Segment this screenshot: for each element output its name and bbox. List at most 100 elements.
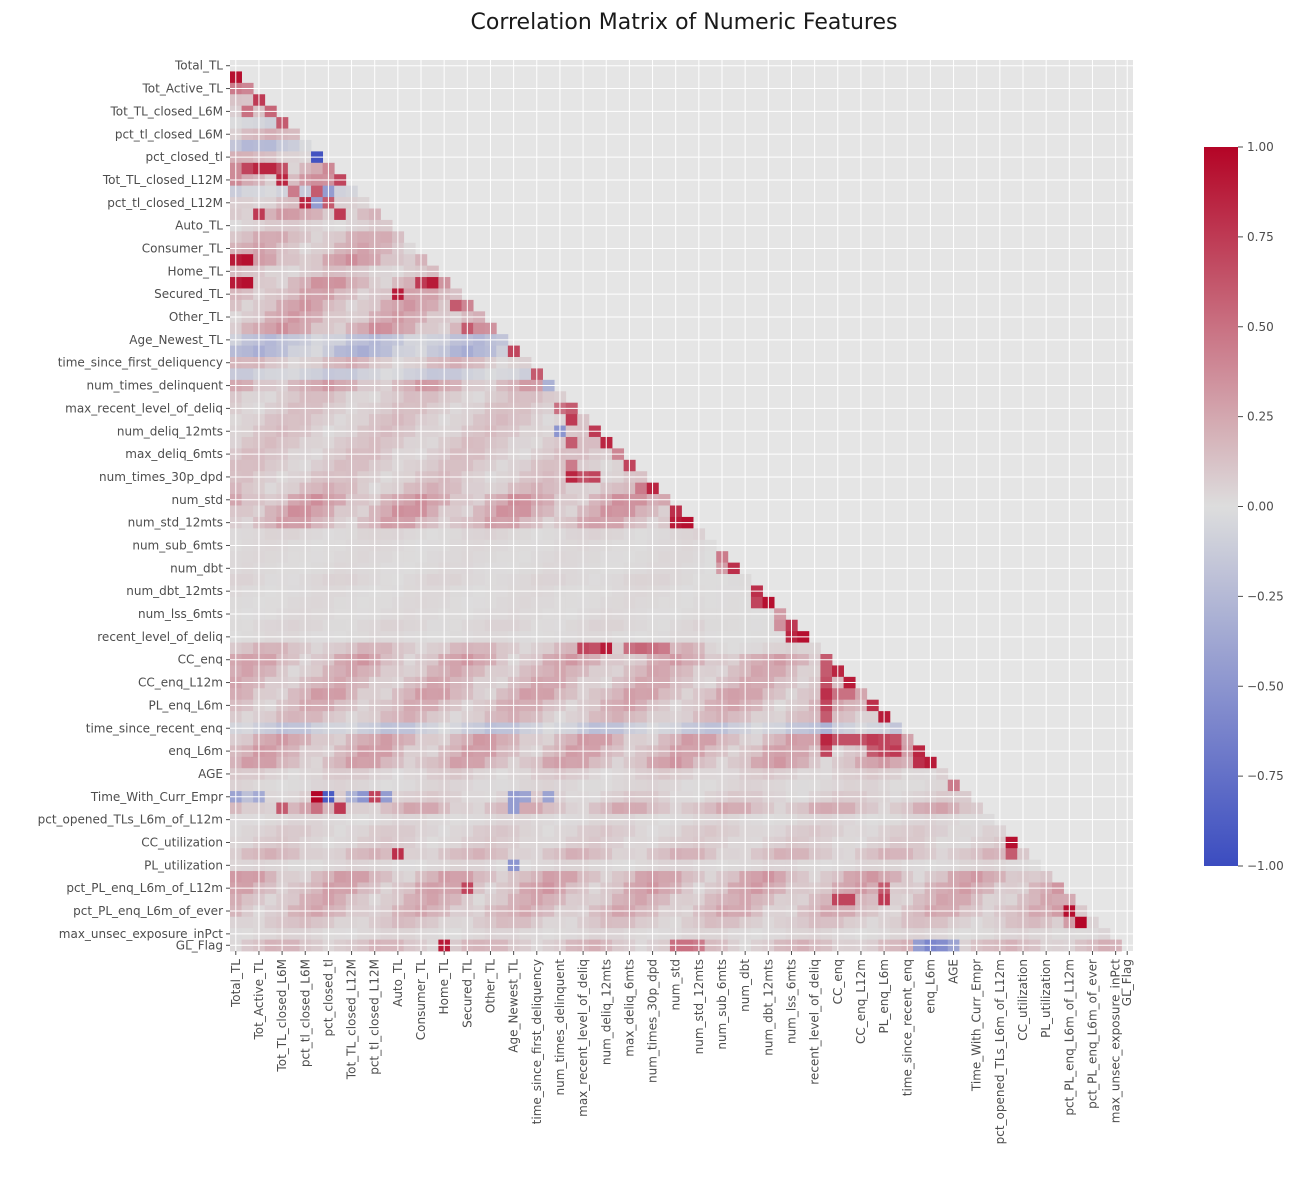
heatmap-cell: [449, 825, 462, 838]
heatmap-cell: [426, 825, 439, 838]
y-tick-label: CC_utilization: [141, 835, 223, 849]
heatmap-cell: [264, 482, 277, 495]
y-tick-label: num_std: [172, 493, 223, 507]
heatmap-cell: [565, 779, 578, 792]
heatmap-cell: [750, 825, 763, 838]
heatmap-cell: [727, 733, 740, 746]
heatmap-cell: [542, 711, 555, 723]
heatmap-cell: [403, 551, 416, 564]
heatmap-cell: [357, 459, 370, 472]
heatmap-cell: [681, 688, 694, 701]
heatmap-cell: [750, 871, 763, 883]
heatmap-cell: [750, 802, 763, 815]
heatmap-cell: [403, 254, 416, 267]
heatmap-cell: [403, 916, 416, 929]
heatmap-cell: [380, 436, 393, 449]
heatmap-cell: [635, 825, 648, 838]
y-tick-label: GL_Flag: [176, 938, 223, 952]
heatmap-cell: [612, 893, 625, 906]
heatmap-cell: [241, 642, 254, 655]
heatmap-cell: [681, 551, 694, 564]
heatmap-cell: [380, 596, 393, 609]
heatmap-cell: [727, 893, 740, 906]
heatmap-cell: [264, 688, 277, 701]
y-tick-label: Secured_TL: [154, 287, 223, 301]
heatmap-cell: [889, 916, 902, 929]
colorbar-tick-label: 1.00: [1247, 140, 1274, 154]
heatmap-cell: [750, 619, 763, 632]
heatmap-cell: [357, 254, 370, 267]
y-tick-label: Tot_TL_closed_L12M: [102, 173, 223, 187]
heatmap-cell: [658, 871, 671, 883]
heatmap-cell: [936, 893, 949, 906]
heatmap-cell: [334, 893, 347, 906]
heatmap-cell: [334, 825, 347, 838]
y-tick-label: Auto_TL: [175, 219, 223, 233]
heatmap-cell: [241, 733, 254, 746]
heatmap-cell: [658, 528, 671, 541]
heatmap-cell: [241, 391, 254, 404]
heatmap-cell: [241, 916, 254, 929]
heatmap-cell: [681, 528, 694, 541]
heatmap-cell: [449, 299, 462, 312]
heatmap-cell: [264, 916, 277, 929]
heatmap-cell: [542, 665, 555, 678]
colorbar-tick-label: 0.75: [1247, 230, 1274, 244]
heatmap-cell: [542, 825, 555, 838]
heatmap-cell: [635, 596, 648, 609]
heatmap-cell: [241, 208, 254, 221]
heatmap-cell: [635, 665, 648, 678]
heatmap-cell: [1028, 893, 1041, 906]
heatmap-cell: [704, 802, 717, 815]
heatmap-cell: [241, 162, 254, 175]
heatmap-cell: [496, 596, 509, 609]
heatmap-cell: [612, 756, 625, 769]
y-tick-label: time_since_recent_enq: [86, 721, 223, 735]
heatmap-cell: [774, 779, 787, 792]
heatmap-cell: [565, 916, 578, 929]
y-tick-label: max_deliq_6mts: [125, 447, 223, 461]
y-tick-label: Tot_TL_closed_L6M: [109, 104, 223, 118]
heatmap-cell: [403, 482, 416, 495]
heatmap-cell: [612, 688, 625, 701]
heatmap-cell: [334, 482, 347, 495]
heatmap-cell: [635, 779, 648, 792]
heatmap-area: [230, 60, 1133, 952]
heatmap-cell: [750, 642, 763, 655]
heatmap-cell: [241, 825, 254, 838]
x-tick-label: Home_TL: [437, 959, 451, 1015]
heatmap-cell: [913, 848, 926, 861]
heatmap-cell: [542, 779, 555, 792]
heatmap-cell: [357, 208, 370, 221]
heatmap-cell: [635, 528, 648, 541]
x-tick-label: pct_PL_enq_L6m_of_ever: [1086, 959, 1100, 1109]
heatmap-cell: [334, 414, 347, 426]
heatmap-cell: [473, 574, 486, 586]
heatmap-cell: [774, 756, 787, 769]
heatmap-cell: [357, 368, 370, 381]
y-tick-label: time_since_first_deliquency: [58, 356, 223, 370]
heatmap-cell: [704, 619, 717, 632]
heatmap-cell: [519, 756, 532, 769]
y-tick-label: max_recent_level_of_deliq: [65, 401, 223, 415]
heatmap-cell: [797, 871, 810, 883]
heatmap-cell: [588, 665, 601, 678]
heatmap-cell: [403, 574, 416, 586]
heatmap-cell: [658, 802, 671, 815]
heatmap-cell: [843, 893, 856, 906]
heatmap-cell: [357, 779, 370, 792]
heatmap-cell: [496, 391, 509, 404]
heatmap-cell: [704, 551, 717, 564]
heatmap-cell: [241, 596, 254, 609]
heatmap-cell: [380, 893, 393, 906]
heatmap-cell: [380, 459, 393, 472]
heatmap-cell: [334, 368, 347, 381]
heatmap-cell: [403, 596, 416, 609]
heatmap-cell: [681, 848, 694, 861]
x-tick-label: CC_utilization: [1016, 959, 1030, 1041]
heatmap-cell: [612, 665, 625, 678]
heatmap-cell: [496, 528, 509, 541]
heatmap-cell: [496, 711, 509, 723]
colorbar-tick-label: −1.00: [1247, 859, 1284, 873]
heatmap-cell: [357, 825, 370, 838]
